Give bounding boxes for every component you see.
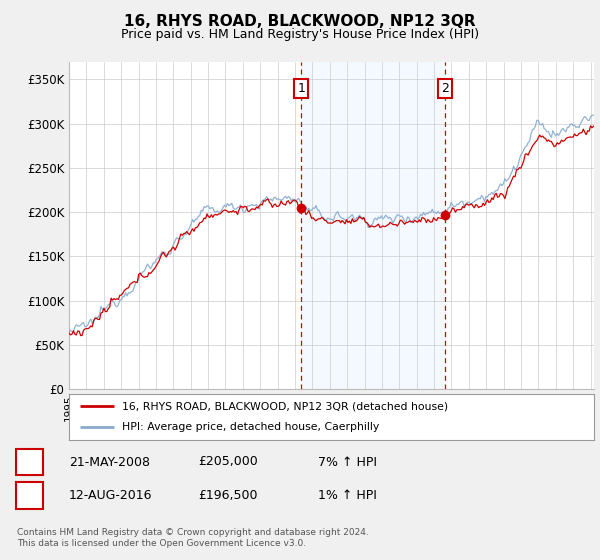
Text: 2: 2 [441, 82, 449, 95]
Text: 16, RHYS ROAD, BLACKWOOD, NP12 3QR: 16, RHYS ROAD, BLACKWOOD, NP12 3QR [124, 14, 476, 29]
Text: £196,500: £196,500 [198, 489, 257, 502]
Text: 2: 2 [25, 489, 34, 502]
Text: £205,000: £205,000 [198, 455, 258, 469]
Text: Price paid vs. HM Land Registry's House Price Index (HPI): Price paid vs. HM Land Registry's House … [121, 28, 479, 41]
Text: 7% ↑ HPI: 7% ↑ HPI [318, 455, 377, 469]
Bar [301, 62, 445, 389]
Text: 16, RHYS ROAD, BLACKWOOD, NP12 3QR (detached house): 16, RHYS ROAD, BLACKWOOD, NP12 3QR (deta… [121, 401, 448, 411]
Text: 21-MAY-2008: 21-MAY-2008 [69, 455, 150, 469]
Text: 1% ↑ HPI: 1% ↑ HPI [318, 489, 377, 502]
Text: 12-AUG-2016: 12-AUG-2016 [69, 489, 152, 502]
Text: 1: 1 [298, 82, 305, 95]
Text: 1: 1 [25, 455, 34, 469]
Text: Contains HM Land Registry data © Crown copyright and database right 2024.
This d: Contains HM Land Registry data © Crown c… [17, 528, 368, 548]
Text: HPI: Average price, detached house, Caerphilly: HPI: Average price, detached house, Caer… [121, 422, 379, 432]
